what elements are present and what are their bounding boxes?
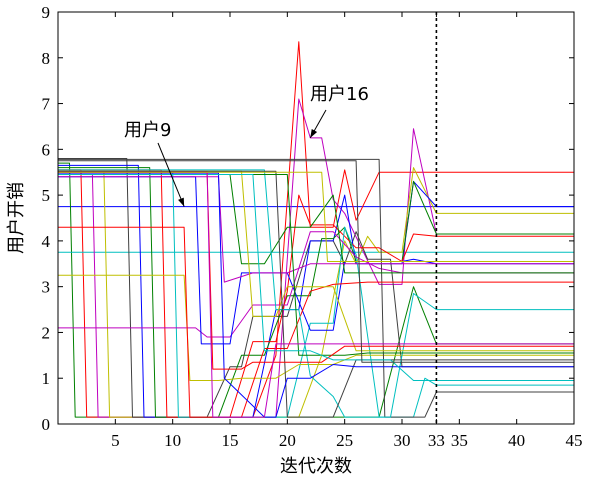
annotations-layer: 用户9 用户16 — [124, 84, 369, 207]
y-tick-label: 5 — [42, 186, 51, 205]
series-line-22 — [58, 172, 574, 418]
series-line-7 — [58, 158, 574, 418]
y-axis-label: 用户开销 — [6, 182, 27, 254]
series-line-12 — [58, 231, 574, 338]
x-tick-label: 40 — [508, 431, 525, 450]
series-line-18 — [58, 169, 574, 418]
annotation-arrowhead — [178, 197, 185, 207]
series-line-19 — [58, 176, 574, 283]
annotation-label: 用户9 — [124, 120, 171, 141]
series-line-20 — [58, 170, 574, 352]
x-tick-label: 10 — [164, 431, 181, 450]
annotation-arrowhead — [310, 129, 318, 138]
x-tick-label: 5 — [111, 431, 120, 450]
series-line-26 — [58, 171, 574, 418]
x-tick-label: 45 — [566, 431, 583, 450]
x-tick-label: 20 — [279, 431, 296, 450]
series-line-17 — [58, 226, 574, 418]
series-line-9 — [58, 167, 574, 418]
series-line-6 — [58, 167, 574, 418]
series-line-27 — [58, 171, 574, 262]
annotation-label: 用户16 — [310, 84, 369, 105]
x-tick-label: 25 — [336, 431, 353, 450]
series-layer — [58, 41, 574, 418]
y-tick-label: 9 — [42, 3, 51, 22]
y-tick-label: 3 — [42, 278, 51, 297]
y-tick-label: 4 — [42, 232, 51, 251]
x-axis-label: 迭代次数 — [280, 456, 352, 477]
y-tick-label: 6 — [42, 140, 51, 159]
plot-area-frame — [57, 11, 575, 425]
x-tick-label: 33 — [428, 431, 445, 450]
series-line-13 — [58, 274, 574, 381]
series-line-25 — [58, 174, 574, 381]
series-line-8 — [58, 164, 574, 418]
series-line-2 — [58, 162, 574, 418]
x-tick-label: 15 — [222, 431, 239, 450]
annotation-arrow — [157, 142, 185, 207]
y-tick-label: 1 — [42, 369, 51, 388]
series-line-3 — [58, 41, 574, 418]
series-line-24 — [58, 171, 574, 370]
x-tick-label: 30 — [394, 431, 411, 450]
series-line-23 — [58, 174, 574, 356]
y-tick-label: 8 — [42, 49, 51, 68]
y-tick-label: 7 — [42, 95, 51, 114]
y-tick-label: 2 — [42, 323, 51, 342]
x-tick-label: 35 — [451, 431, 468, 450]
series-line-14 — [58, 158, 574, 418]
series-line-16 — [58, 174, 574, 274]
series-line-15 — [58, 176, 574, 345]
y-tick-label: 0 — [42, 415, 51, 434]
